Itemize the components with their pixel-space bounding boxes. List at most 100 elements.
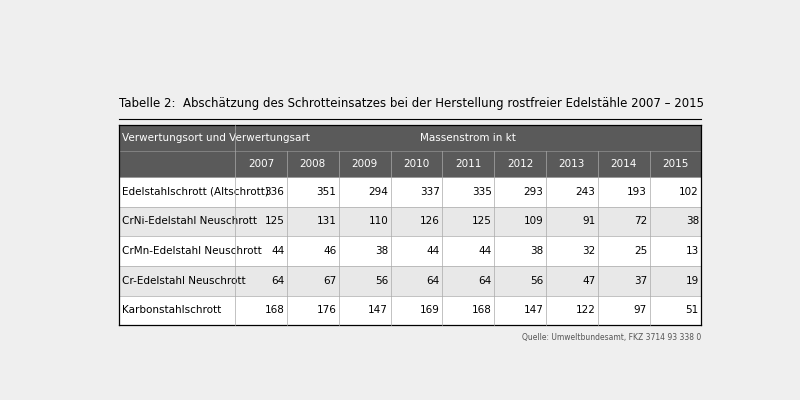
Bar [442,296,494,325]
Text: 102: 102 [679,187,699,197]
Bar [442,151,494,177]
Bar [650,177,702,207]
Bar [338,296,390,325]
Bar [546,296,598,325]
Bar [494,177,546,207]
Text: 243: 243 [575,187,595,197]
Bar [650,236,702,266]
Bar [442,266,494,296]
Bar [287,177,338,207]
Text: 2011: 2011 [455,159,482,169]
Text: 25: 25 [634,246,647,256]
Text: 44: 44 [271,246,285,256]
Bar [118,207,235,236]
Text: 38: 38 [686,216,699,226]
Text: 2009: 2009 [351,159,378,169]
Text: 125: 125 [265,216,285,226]
Text: 32: 32 [582,246,595,256]
Bar [235,266,287,296]
Text: 2007: 2007 [248,159,274,169]
Bar [390,296,442,325]
Bar [390,177,442,207]
Bar [546,207,598,236]
Text: 335: 335 [472,187,492,197]
Text: 176: 176 [317,305,336,315]
Bar [494,296,546,325]
Text: CrNi-Edelstahl Neuschrott: CrNi-Edelstahl Neuschrott [122,216,258,226]
Text: 147: 147 [524,305,543,315]
Text: 336: 336 [265,187,285,197]
Text: 37: 37 [634,276,647,286]
Text: 2008: 2008 [300,159,326,169]
Text: 38: 38 [375,246,388,256]
Text: 351: 351 [317,187,336,197]
Bar [598,266,650,296]
Bar [118,236,235,266]
Text: 91: 91 [582,216,595,226]
Text: 147: 147 [368,305,388,315]
Text: 72: 72 [634,216,647,226]
Text: 126: 126 [420,216,440,226]
Text: 125: 125 [472,216,492,226]
Bar [118,266,235,296]
Text: Quelle: Umweltbundesamt, FKZ 3714 93 338 0: Quelle: Umweltbundesamt, FKZ 3714 93 338… [522,333,702,342]
Bar [118,177,235,207]
Bar [650,266,702,296]
Bar [287,151,338,177]
Bar [494,266,546,296]
Text: 2012: 2012 [507,159,534,169]
Text: 2014: 2014 [610,159,637,169]
Bar [338,236,390,266]
Text: 64: 64 [426,276,440,286]
Text: 64: 64 [271,276,285,286]
Text: 131: 131 [317,216,336,226]
Bar [235,207,287,236]
Text: 19: 19 [686,276,699,286]
Text: Tabelle 2:  Abschätzung des Schrotteinsatzes bei der Herstellung rostfreier Edel: Tabelle 2: Abschätzung des Schrotteinsat… [118,97,704,110]
Text: 13: 13 [686,246,699,256]
Bar [442,177,494,207]
Text: 169: 169 [420,305,440,315]
Bar [235,151,287,177]
Bar [235,296,287,325]
Text: Edelstahlschrott (Altschrott): Edelstahlschrott (Altschrott) [122,187,269,197]
Text: 293: 293 [524,187,543,197]
Text: 168: 168 [265,305,285,315]
Bar [390,266,442,296]
Text: 337: 337 [420,187,440,197]
Bar [598,236,650,266]
Bar [390,207,442,236]
Bar [338,266,390,296]
Text: 44: 44 [478,246,492,256]
Text: 2015: 2015 [662,159,689,169]
Text: 56: 56 [530,276,543,286]
Text: 97: 97 [634,305,647,315]
Bar [118,151,235,177]
Text: Karbonstahlschrott: Karbonstahlschrott [122,305,222,315]
Text: 109: 109 [524,216,543,226]
Bar [546,236,598,266]
Bar [235,177,287,207]
Bar [598,296,650,325]
Bar [118,125,235,151]
Bar [287,207,338,236]
Bar [390,236,442,266]
Text: 168: 168 [472,305,492,315]
Text: 193: 193 [627,187,647,197]
Text: 44: 44 [426,246,440,256]
Text: 38: 38 [530,246,543,256]
Text: 47: 47 [582,276,595,286]
Bar [598,207,650,236]
Text: Verwertungsort und Verwertungsart: Verwertungsort und Verwertungsart [122,133,310,143]
Text: 2013: 2013 [558,159,585,169]
Bar [546,151,598,177]
Bar [494,151,546,177]
Text: 294: 294 [368,187,388,197]
Bar [650,151,702,177]
Text: 46: 46 [323,246,336,256]
Bar [650,296,702,325]
Text: 122: 122 [575,305,595,315]
Bar [235,236,287,266]
Bar [338,151,390,177]
Bar [546,266,598,296]
